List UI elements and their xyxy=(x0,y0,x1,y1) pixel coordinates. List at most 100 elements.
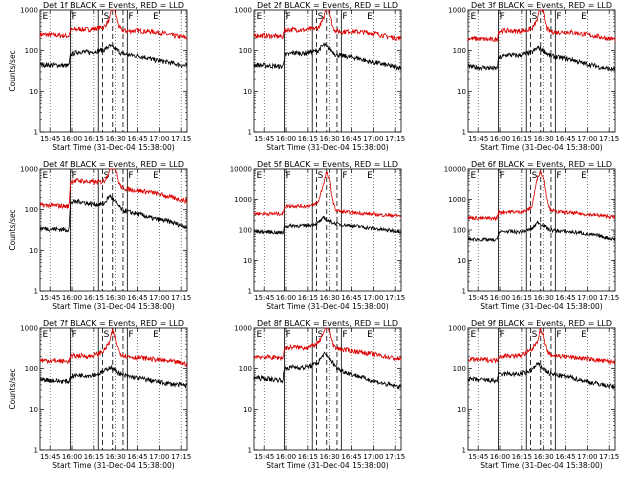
interval-label: E xyxy=(153,171,159,181)
interval-label: E xyxy=(367,330,373,340)
interval-label: F xyxy=(556,330,561,340)
panel-4: Det 4f BLACK = Events, RED = LLD 1 10 100 10… xyxy=(8,160,191,311)
x-tick-label: 16:45 xyxy=(341,294,361,302)
y-tick-label: 1000 xyxy=(20,325,38,333)
x-tick-label: 16:30 xyxy=(534,135,554,143)
y-tick-label: 1 xyxy=(248,288,252,296)
x-tick-label: 15:45 xyxy=(468,453,488,461)
panel-title: Det 7f BLACK = Events, RED = LLD xyxy=(43,319,184,328)
x-tick-label: 15:45 xyxy=(254,135,274,143)
interval-label: E xyxy=(367,171,373,181)
y-tick-label: 1000 xyxy=(448,325,466,333)
panel-6: Det 6f BLACK = Events, RED = LLD 1 10 100 10… xyxy=(444,160,620,311)
events-series-line xyxy=(39,193,188,233)
y-tick-label: 10 xyxy=(243,406,252,414)
x-axis-label: Start Time (31-Dec-04 15:38:00) xyxy=(52,302,174,311)
y-tick-label: 1 xyxy=(462,288,466,296)
interval-label: E xyxy=(256,330,262,340)
x-tick-label: 16:15 xyxy=(84,294,104,302)
x-tick-label: 17:00 xyxy=(577,135,597,143)
x-tick-label: 16:45 xyxy=(127,453,147,461)
interval-label: E xyxy=(42,171,48,181)
y-tick-label: 1000 xyxy=(20,7,38,15)
x-tick-label: 15:45 xyxy=(40,453,60,461)
x-tick-label: 16:00 xyxy=(490,294,510,302)
interval-label: E xyxy=(153,330,159,340)
y-tick-label: 1000 xyxy=(448,196,466,204)
interval-label: F xyxy=(556,171,561,181)
lld-series-line xyxy=(253,9,402,42)
x-tick-label: 16:15 xyxy=(512,135,532,143)
x-tick-label: 16:00 xyxy=(490,453,510,461)
lld-series-line xyxy=(467,8,616,43)
interval-label: F xyxy=(286,12,291,22)
y-tick-label: 100 xyxy=(453,365,466,373)
plot-frame xyxy=(467,168,616,292)
panel-8: Det 8f BLACK = Events, RED = LLD 1 10 100 10… xyxy=(234,319,405,470)
interval-label: F xyxy=(286,171,291,181)
x-tick-label: 17:00 xyxy=(149,135,169,143)
interval-label: E xyxy=(581,330,587,340)
x-tick-label: 16:45 xyxy=(127,135,147,143)
lld-series-line xyxy=(253,171,402,219)
events-series-line xyxy=(467,45,616,73)
y-tick-label: 1 xyxy=(248,447,252,455)
x-tick-label: 16:45 xyxy=(341,135,361,143)
interval-label: S xyxy=(104,12,110,22)
x-tick-label: 15:45 xyxy=(254,294,274,302)
x-tick-label: 17:00 xyxy=(363,453,383,461)
panel-title: Det 8f BLACK = Events, RED = LLD xyxy=(257,319,398,328)
y-tick-label: 1000 xyxy=(448,7,466,15)
y-tick-label: 100 xyxy=(239,365,252,373)
y-tick-label: 1000 xyxy=(234,196,252,204)
interval-label: E xyxy=(470,171,476,181)
plot-frame xyxy=(253,327,402,451)
x-tick-label: 16:30 xyxy=(106,135,126,143)
interval-label: F xyxy=(500,171,505,181)
x-axis-label: Start Time (31-Dec-04 15:38:00) xyxy=(266,461,388,470)
x-tick-label: 16:45 xyxy=(127,294,147,302)
interval-label: F xyxy=(286,330,291,340)
y-tick-label: 1000 xyxy=(234,7,252,15)
y-tick-label: 100 xyxy=(453,227,466,235)
x-tick-label: 17:00 xyxy=(149,453,169,461)
interval-label: S xyxy=(318,12,324,22)
y-tick-label: 10 xyxy=(29,406,38,414)
y-axis-label: Counts/sec xyxy=(8,209,17,250)
interval-label: F xyxy=(342,330,347,340)
interval-label: E xyxy=(581,12,587,22)
x-tick-label: 16:30 xyxy=(320,135,340,143)
interval-label: F xyxy=(128,12,133,22)
events-series-line xyxy=(253,216,402,235)
interval-label: E xyxy=(256,12,262,22)
x-tick-label: 16:00 xyxy=(62,453,82,461)
y-tick-label: 10 xyxy=(243,257,252,265)
x-axis-label: Start Time (31-Dec-04 15:38:00) xyxy=(266,143,388,152)
x-tick-label: 15:45 xyxy=(254,453,274,461)
events-series-line xyxy=(253,42,402,71)
y-tick-label: 1 xyxy=(34,288,38,296)
interval-label: F xyxy=(72,171,77,181)
x-axis-label: Start Time (31-Dec-04 15:38:00) xyxy=(480,461,602,470)
events-series-line xyxy=(39,364,188,389)
y-tick-label: 1000 xyxy=(234,325,252,333)
y-tick-label: 1 xyxy=(34,129,38,137)
x-tick-label: 15:45 xyxy=(468,135,488,143)
x-tick-label: 16:15 xyxy=(512,453,532,461)
plot-frame xyxy=(467,9,616,133)
x-axis-label: Start Time (31-Dec-04 15:38:00) xyxy=(52,143,174,152)
interval-label: F xyxy=(128,171,133,181)
events-series-line xyxy=(467,361,616,390)
x-tick-label: 17:15 xyxy=(385,135,405,143)
interval-label: F xyxy=(128,330,133,340)
interval-label: E xyxy=(367,12,373,22)
events-series-line xyxy=(468,220,616,243)
y-tick-label: 10000 xyxy=(444,166,466,174)
x-axis-label: Start Time (31-Dec-04 15:38:00) xyxy=(480,143,602,152)
y-tick-label: 10 xyxy=(457,406,466,414)
panel-title: Det 2f BLACK = Events, RED = LLD xyxy=(257,1,398,10)
x-tick-label: 16:15 xyxy=(84,135,104,143)
x-tick-label: 15:45 xyxy=(40,135,60,143)
lld-series-line xyxy=(39,328,188,367)
x-tick-label: 17:15 xyxy=(385,294,405,302)
